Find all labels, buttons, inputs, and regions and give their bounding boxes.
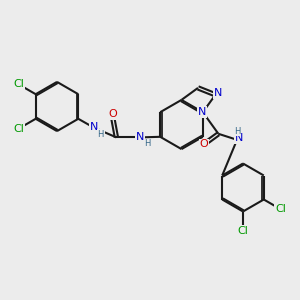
Text: N: N [136,132,145,142]
Text: O: O [200,139,208,149]
Text: Cl: Cl [14,80,24,89]
Text: Cl: Cl [275,204,286,214]
Text: H: H [98,130,104,139]
Text: H: H [144,140,151,148]
Text: N: N [235,133,243,143]
Text: N: N [214,88,222,98]
Text: O: O [108,109,117,119]
Text: N: N [198,107,206,117]
Text: H: H [234,127,240,136]
Text: Cl: Cl [238,226,248,236]
Text: Cl: Cl [14,124,24,134]
Text: N: N [89,122,98,133]
